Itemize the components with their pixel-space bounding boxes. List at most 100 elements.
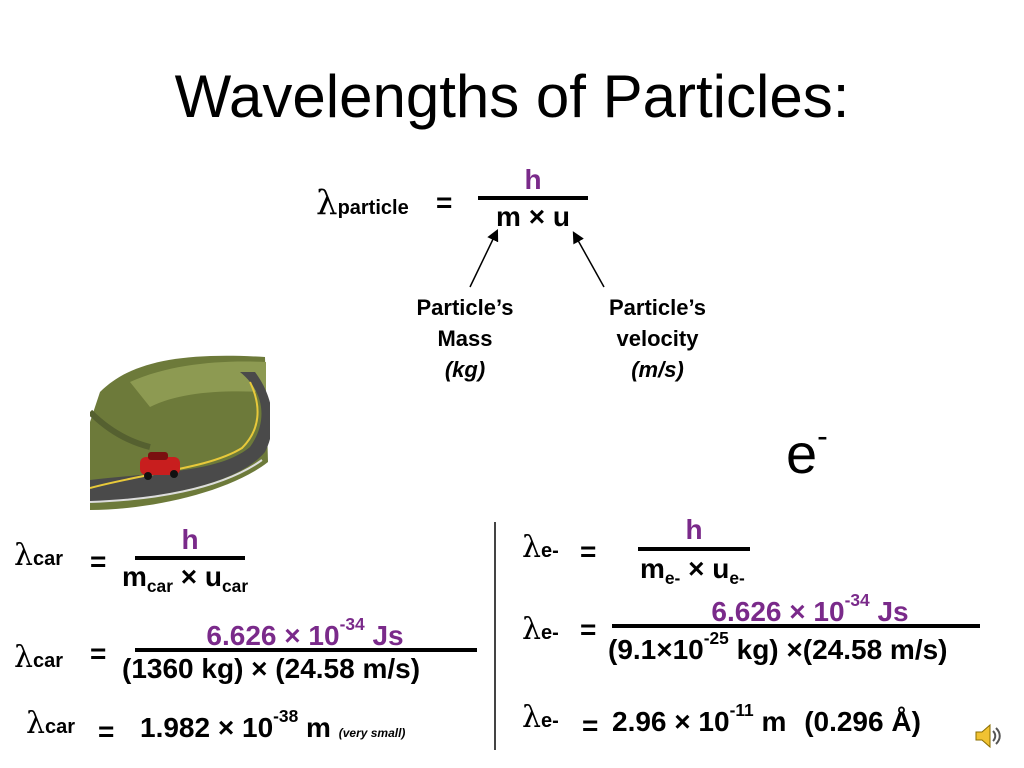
velocity-unit: (m/s) <box>631 357 684 382</box>
lambda-symbol: λ <box>26 706 46 741</box>
velocity-label-line2: velocity <box>616 326 699 351</box>
electron-subscript: e- <box>541 710 559 732</box>
lambda-symbol: λ <box>522 530 542 565</box>
car-eq1-bar <box>135 556 245 560</box>
velocity-symbol: u <box>552 201 570 232</box>
mass-velocity-denominator: m × u <box>478 201 588 233</box>
fraction-bar <box>478 196 588 200</box>
car-eq3-lhs: λcar <box>26 706 75 741</box>
mass-symbol: m <box>640 553 665 584</box>
electron-base: e <box>786 422 818 485</box>
electron-eq1-numerator: h <box>685 514 703 545</box>
car-on-road-icon <box>90 355 270 510</box>
unit: m <box>761 705 787 737</box>
exponent: -11 <box>729 700 754 720</box>
electron-eq2-equals: = <box>580 614 597 645</box>
exponent: -34 <box>844 590 870 610</box>
value: 6.626 <box>711 595 782 627</box>
mass-arrow-icon <box>469 228 499 288</box>
mass-label-line1: Particle’s <box>416 295 514 320</box>
car-subscript: car <box>33 548 64 570</box>
exponent: -38 <box>273 706 299 726</box>
times-symbol: × <box>674 705 691 737</box>
mass-label-line2: Mass <box>437 326 493 351</box>
exponent: -25 <box>703 628 729 648</box>
electron-subscript: e- <box>541 540 559 562</box>
value: 2.96 <box>612 705 667 737</box>
mass-label: Particle’s Mass (kg) <box>395 292 535 385</box>
car-eq3-result: 1.982 × 10-38 m (very small) <box>140 706 405 744</box>
mass-velocity-rest: kg) ×(24.58 m/s) <box>728 633 948 665</box>
unit: Js <box>372 619 404 651</box>
car-eq2-equals: = <box>90 638 107 669</box>
velocity-arrow-icon <box>572 231 605 288</box>
car-eq2-denominator: (1360 kg) × (24.58 m/s) <box>122 653 421 684</box>
electron-charge: - <box>817 418 828 454</box>
mass-symbol: m <box>122 561 147 592</box>
times-symbol: × <box>217 711 235 743</box>
car-eq2-lhs: λcar <box>14 640 63 675</box>
mass-subscript: car <box>146 576 173 597</box>
very-small-note: (very small) <box>338 725 406 740</box>
electron-eq1-bar <box>638 547 750 551</box>
lambda-symbol: λ <box>316 183 338 223</box>
electron-eq2-lhs: λe- <box>522 612 559 647</box>
lambda-particle-lhs: λparticle <box>316 183 409 223</box>
electron-eq3-result: 2.96 × 10-11 m (0.296 Å) <box>612 700 921 738</box>
car-eq1-denominator: mcar × ucar <box>122 561 248 597</box>
car-eq3-equals: = <box>98 716 115 747</box>
car-eq2-bar <box>135 648 477 652</box>
lambda-symbol: λ <box>522 700 542 735</box>
velocity-subscript: e- <box>729 568 745 589</box>
page-title: Wavelengths of Particles: <box>174 63 850 130</box>
car-eq1-equals: = <box>90 546 107 577</box>
velocity-label-line1: Particle’s <box>608 295 707 320</box>
electron-eq3-lhs: λe- <box>522 700 559 735</box>
column-divider <box>494 522 496 750</box>
times-symbol: × <box>688 553 705 584</box>
lambda-symbol: λ <box>14 538 34 573</box>
base: 10 <box>242 711 274 743</box>
electron-eq1-equals: = <box>580 536 597 567</box>
electron-eq2-denominator: (9.1×10-25 kg) ×(24.58 m/s) <box>608 628 948 666</box>
times-symbol: × <box>789 595 806 627</box>
car-eq1-numerator: h <box>181 524 199 555</box>
base: 10 <box>308 619 340 651</box>
base: 10 <box>698 705 730 737</box>
velocity-symbol: u <box>712 553 730 584</box>
velocity-label: Particle’s velocity (m/s) <box>585 292 730 385</box>
velocity-subscript: car <box>222 576 249 597</box>
car-subscript: car <box>33 650 64 672</box>
lambda-symbol: λ <box>522 612 542 647</box>
times-symbol: × <box>528 201 546 232</box>
lambda-symbol: λ <box>14 640 34 675</box>
angstrom-value: (0.296 Å) <box>804 705 921 737</box>
planck-numerator: h <box>524 164 542 195</box>
electron-eq2-bar <box>612 624 980 628</box>
exponent: -34 <box>339 614 365 634</box>
car-eq2-numerator: 6.626 × 10-34 Js <box>135 614 475 652</box>
unit: m <box>306 711 331 743</box>
equals-sign: = <box>436 187 453 218</box>
mass-unit: (kg) <box>444 357 486 382</box>
electron-eq3-equals: = <box>582 710 599 741</box>
velocity-symbol: u <box>204 561 223 592</box>
unit: Js <box>877 595 909 627</box>
base: 10 <box>813 595 845 627</box>
particle-subscript: particle <box>337 197 409 219</box>
electron-eq2-numerator: 6.626 × 10-34 Js <box>640 590 980 628</box>
speaker-icon[interactable] <box>972 720 1004 752</box>
value: 1.982 <box>140 711 211 743</box>
times-symbol: × <box>180 561 198 592</box>
mass-subscript: e- <box>664 568 681 589</box>
mass-symbol: m <box>496 201 521 232</box>
electron-subscript: e- <box>541 622 559 644</box>
electron-eq1-lhs: λe- <box>522 530 559 565</box>
times-symbol: × <box>284 619 301 651</box>
car-subscript: car <box>45 716 76 738</box>
mass-value: (9.1×10 <box>608 633 704 665</box>
electron-symbol: e- <box>786 418 828 486</box>
pointer-arrows <box>469 228 605 288</box>
electron-eq1-denominator: me- × ue- <box>640 553 745 589</box>
car-eq1-lhs: λcar <box>14 538 63 573</box>
